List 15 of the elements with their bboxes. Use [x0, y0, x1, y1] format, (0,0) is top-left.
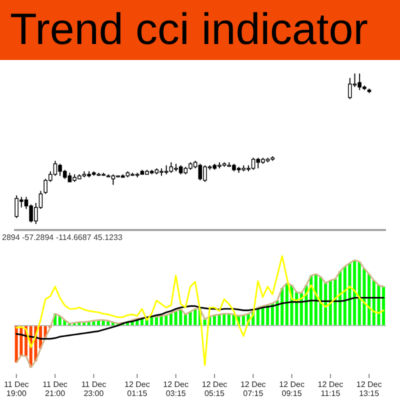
- x-tick-label: 12 Dec 09:15: [279, 380, 304, 398]
- x-tick-label: 12 Dec 05:15: [202, 380, 228, 398]
- x-tick-label: 11 Dec 21:00: [42, 380, 68, 398]
- x-tick-label: 11 Dec 19:00: [4, 380, 29, 398]
- x-tick-label: 12 Dec 13:15: [356, 380, 382, 398]
- x-tick-label: 12 Dec 01:15: [124, 380, 150, 398]
- x-tick-label: 11 Dec 23:00: [81, 380, 106, 398]
- text: 2894 -57.2894 -114.6687 45.1233: [2, 233, 122, 242]
- bar: [353, 260, 356, 326]
- bar: [382, 286, 386, 326]
- x-tick-label: 12 Dec 03:15: [163, 380, 189, 398]
- x-tick-label: 12 Dec 11:15: [318, 380, 344, 398]
- x-tick-label: 12 Dec 07:15: [240, 380, 266, 398]
- bar: [184, 314, 187, 326]
- chart-title: Trend cci indicator: [10, 5, 368, 54]
